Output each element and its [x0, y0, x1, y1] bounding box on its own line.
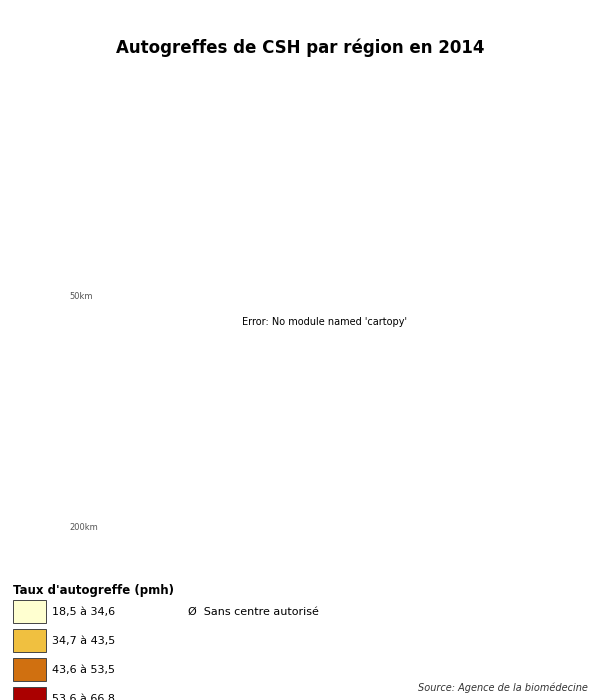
- Text: 53,6 à 66,8: 53,6 à 66,8: [52, 694, 115, 700]
- Text: 34,7 à 43,5: 34,7 à 43,5: [52, 636, 115, 646]
- Text: 200km: 200km: [69, 523, 98, 531]
- Text: Autogreffes de CSH par région en 2014: Autogreffes de CSH par région en 2014: [116, 38, 484, 57]
- Text: 43,6 à 53,5: 43,6 à 53,5: [52, 665, 115, 675]
- FancyBboxPatch shape: [13, 687, 46, 700]
- Text: Taux d'autogreffe (pmh): Taux d'autogreffe (pmh): [13, 584, 173, 597]
- FancyBboxPatch shape: [13, 629, 46, 652]
- Text: 18,5 à 34,6: 18,5 à 34,6: [52, 607, 115, 617]
- Text: 50km: 50km: [69, 292, 92, 300]
- FancyBboxPatch shape: [13, 601, 46, 623]
- Text: Error: No module named 'cartopy': Error: No module named 'cartopy': [241, 317, 407, 327]
- Text: Source: Agence de la biomédecine: Source: Agence de la biomédecine: [418, 682, 588, 693]
- Text: Ø  Sans centre autorisé: Ø Sans centre autorisé: [188, 607, 319, 617]
- FancyBboxPatch shape: [13, 659, 46, 681]
